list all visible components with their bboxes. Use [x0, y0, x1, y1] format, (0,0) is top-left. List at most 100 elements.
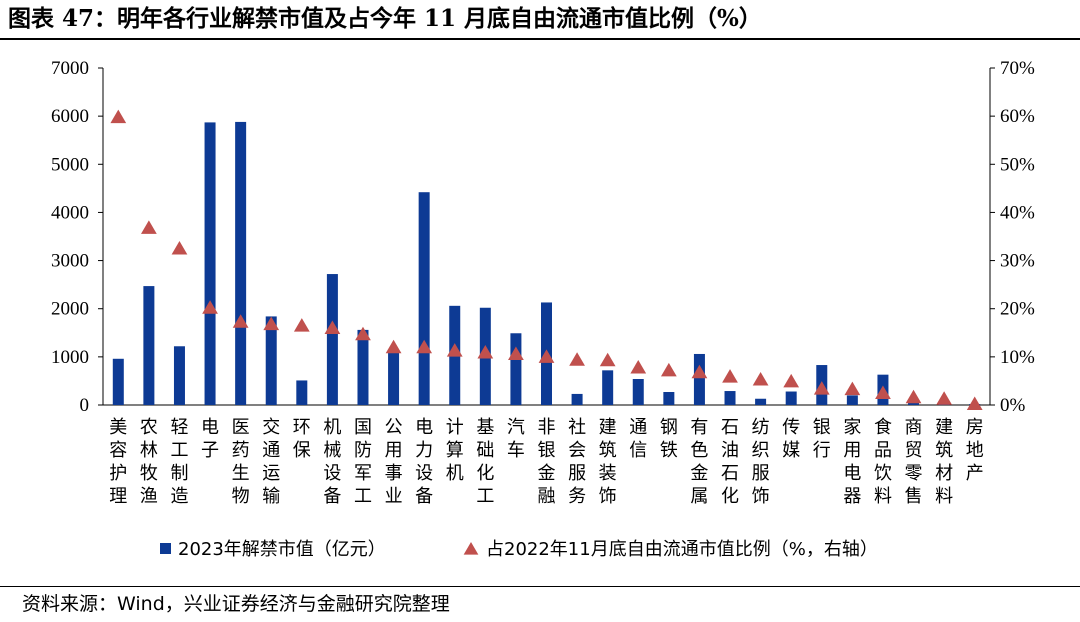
- category-char: 通: [629, 417, 647, 438]
- left-axis-ticks: 0 1000 2000 3000 4000 5000 6000 7000: [51, 58, 103, 416]
- bar-公用事业: [388, 351, 400, 405]
- left-tick-label: 5000: [51, 154, 89, 175]
- category-char: 建: [599, 417, 617, 438]
- triangle-marker-轻工制造: [171, 241, 188, 255]
- bar-钢铁: [663, 392, 675, 405]
- category-label-传媒: 传媒: [782, 417, 800, 461]
- bar-商贸零售: [908, 402, 920, 405]
- legend-triangle-label: 占2022年11月底自由流通市值比例（%，右轴）: [486, 539, 878, 560]
- triangle-marker-环保: [293, 318, 310, 332]
- category-char: 输: [262, 486, 280, 507]
- right-tick-label: 20%: [1000, 299, 1035, 320]
- category-char: 金: [690, 463, 708, 484]
- category-char: 电: [201, 417, 219, 438]
- legend-bar-label: 2023年解禁市值（亿元）: [178, 539, 386, 560]
- right-axis-ticks: 0% 10% 20% 30% 40% 50% 60% 70%: [990, 58, 1035, 416]
- category-char: 美: [109, 417, 127, 438]
- source-divider: [0, 586, 1080, 587]
- right-tick-label: 40%: [1000, 202, 1035, 223]
- category-label-通信: 通信: [629, 417, 647, 461]
- triangle-marker-银行: [813, 381, 830, 395]
- category-char: 筑: [599, 440, 617, 461]
- category-char: 家: [843, 417, 861, 438]
- category-char: 色: [690, 440, 708, 461]
- category-char: 业: [385, 486, 403, 507]
- category-label-计算机: 计算机: [446, 417, 464, 484]
- category-char: 械: [323, 440, 341, 461]
- category-char: 纺: [752, 417, 770, 438]
- triangle-marker-通信: [630, 359, 647, 374]
- triangle-marker-国防军工: [355, 326, 371, 341]
- bar-社会服务: [571, 393, 583, 405]
- category-char: 融: [538, 486, 556, 507]
- category-char: 信: [629, 440, 647, 461]
- category-char: 社: [568, 417, 586, 438]
- category-char: 织: [752, 440, 770, 461]
- category-char: 物: [232, 486, 250, 507]
- triangle-marker-建筑装饰: [599, 352, 616, 367]
- bar-传媒: [785, 391, 797, 405]
- category-char: 工: [476, 486, 494, 507]
- category-char: 容: [109, 440, 127, 461]
- right-tick-label: 70%: [1000, 58, 1035, 79]
- category-char: 牧: [140, 463, 158, 484]
- category-char: 化: [476, 463, 494, 484]
- bar-有色金属: [693, 353, 705, 405]
- category-char: 地: [966, 440, 984, 461]
- triangle-marker-房地产: [966, 396, 983, 411]
- category-char: 保: [293, 440, 311, 461]
- bar-纺织服饰: [755, 398, 767, 405]
- category-char: 饮: [874, 463, 892, 484]
- category-char: 料: [935, 486, 953, 507]
- triangle-marker-社会服务: [569, 352, 585, 366]
- right-tick-label: 10%: [1000, 347, 1035, 368]
- category-char: 工: [170, 440, 188, 461]
- category-char: 非: [538, 417, 556, 438]
- category-char: 化: [721, 486, 739, 507]
- right-tick-label: 0%: [1000, 395, 1026, 416]
- triangle-marker-纺织服饰: [752, 371, 769, 386]
- category-char: 电: [843, 463, 861, 484]
- left-tick-label: 7000: [51, 58, 89, 79]
- category-char: 食: [874, 417, 892, 438]
- triangle-marker-农林牧渔: [141, 220, 157, 234]
- category-char: 钢: [660, 417, 678, 438]
- category-char: 售: [905, 486, 923, 507]
- left-tick-label: 3000: [51, 251, 89, 272]
- bar-家用电器: [846, 395, 858, 405]
- triangle-marker-电子: [202, 300, 218, 314]
- category-char: 医: [232, 417, 250, 438]
- triangle-marker-医药生物: [232, 314, 249, 328]
- category-char: 础: [476, 440, 494, 461]
- category-char: 渔: [140, 486, 158, 507]
- category-char: 商: [905, 417, 923, 438]
- category-char: 零: [905, 463, 923, 484]
- left-tick-label: 0: [80, 395, 90, 416]
- category-char: 有: [690, 417, 708, 438]
- bar-机械设备: [326, 274, 338, 405]
- category-char: 金: [538, 463, 556, 484]
- triangle-marker-建筑材料: [936, 391, 952, 405]
- category-char: 药: [232, 440, 250, 461]
- triangle-marker-商贸零售: [905, 389, 922, 404]
- category-label-电子: 电子: [201, 417, 219, 461]
- category-char: 算: [446, 440, 464, 461]
- category-char: 用: [385, 440, 403, 461]
- category-char: 料: [874, 486, 892, 507]
- category-char: 环: [293, 417, 311, 438]
- bar-电力设备: [418, 192, 430, 405]
- category-char: 石: [721, 417, 739, 438]
